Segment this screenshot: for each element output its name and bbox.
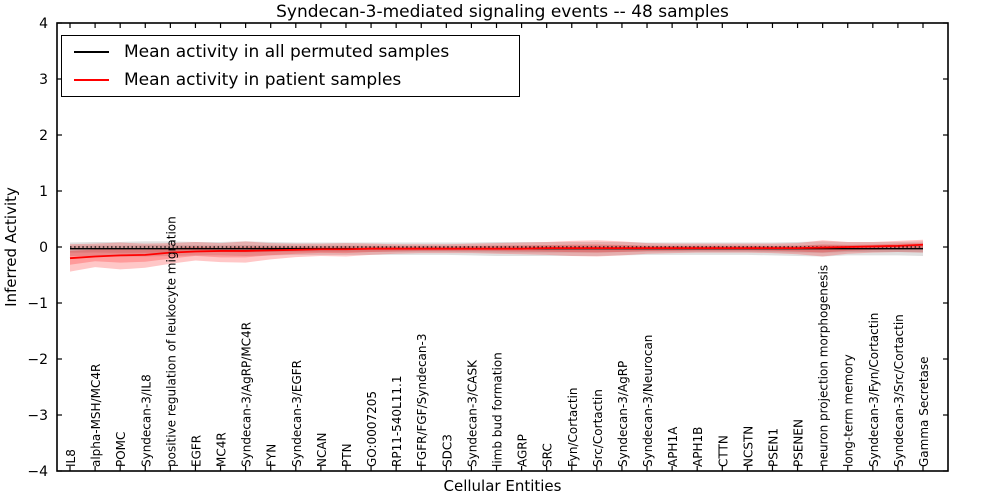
x-tick-label: Syndecan-3/Fyn/Cortactin xyxy=(867,313,881,467)
x-tick-label: Fyn/Cortactin xyxy=(566,387,580,467)
x-tick-label: GO:0007205 xyxy=(365,391,379,467)
legend-line-swatch-red xyxy=(74,79,109,81)
x-tick-label: Syndecan-3/Neurocan xyxy=(641,335,655,467)
y-tick-label: 3 xyxy=(39,72,48,88)
x-tick-label: FYN xyxy=(265,444,279,467)
x-tick-label: Syndecan-3/Src/Cortactin xyxy=(892,314,906,467)
legend: Mean activity in all permuted samples Me… xyxy=(61,35,520,97)
y-tick-label: 2 xyxy=(39,128,48,144)
x-tick-label: AGRP xyxy=(516,434,530,467)
x-tick-label: NCAN xyxy=(315,432,329,467)
chart-title: Syndecan-3-mediated signaling events -- … xyxy=(276,2,729,22)
y-tick-label: 0 xyxy=(39,240,48,256)
y-tick-label: 1 xyxy=(39,184,48,200)
legend-item-permuted: Mean activity in all permuted samples xyxy=(62,41,519,63)
patient-mean-line xyxy=(69,243,924,260)
x-tick-label: Src/Cortactin xyxy=(591,389,605,467)
x-tick-label: Syndecan-3/AgRP xyxy=(616,361,630,467)
y-tick-label: 4 xyxy=(39,16,48,32)
x-tick-label: Gamma Secretase xyxy=(917,356,931,467)
x-tick-label: neuron projection morphogenesis xyxy=(817,265,831,467)
x-tick-label: EGFR xyxy=(189,435,203,467)
x-tick-label: Syndecan-3/CASK xyxy=(465,359,479,467)
x-tick-label: CTTN xyxy=(716,435,730,467)
x-tick-label: FGFR/FGF/Syndecan-3 xyxy=(415,334,429,467)
legend-line-swatch-black xyxy=(74,51,109,53)
x-tick-label: Syndecan-3/AgRP/MC4R xyxy=(240,322,254,467)
x-tick-label: alpha-MSH/MC4R xyxy=(89,364,103,467)
x-tick-label: POMC xyxy=(114,432,128,467)
x-tick-label: limb bud formation xyxy=(491,352,505,467)
x-tick-label: PSENEN xyxy=(792,419,806,467)
x-tick-label: positive regulation of leukocyte migrati… xyxy=(164,216,178,467)
x-tick-label: SRC xyxy=(541,443,555,467)
x-tick-label: NCSTN xyxy=(741,426,755,467)
legend-item-patient: Mean activity in patient samples xyxy=(62,69,519,91)
x-tick-label: APH1A xyxy=(666,426,680,467)
y-axis-label: Inferred Activity xyxy=(2,187,20,307)
y-tick-label: −3 xyxy=(27,408,48,424)
x-tick-label: MC4R xyxy=(215,432,229,467)
x-tick-label: APH1B xyxy=(691,427,705,467)
y-tick-label: −1 xyxy=(27,296,48,312)
x-axis-label: Cellular Entities xyxy=(443,477,562,495)
x-tick-label: IL8 xyxy=(64,449,78,467)
x-tick-label: long-term memory xyxy=(842,354,856,467)
x-tick-label: Syndecan-3/IL8 xyxy=(139,374,153,467)
x-tick-label: SDC3 xyxy=(440,434,454,467)
y-tick-label: −4 xyxy=(27,464,48,480)
y-tick-label: −2 xyxy=(27,352,48,368)
x-tick-label: RP11-540L11.1 xyxy=(390,376,404,467)
legend-item-label: Mean activity in patient samples xyxy=(124,70,402,90)
legend-item-label: Mean activity in all permuted samples xyxy=(124,42,450,62)
x-tick-label: PTN xyxy=(340,443,354,467)
x-tick-label: PSEN1 xyxy=(766,428,780,467)
x-tick-label: Syndecan-3/EGFR xyxy=(290,360,304,467)
